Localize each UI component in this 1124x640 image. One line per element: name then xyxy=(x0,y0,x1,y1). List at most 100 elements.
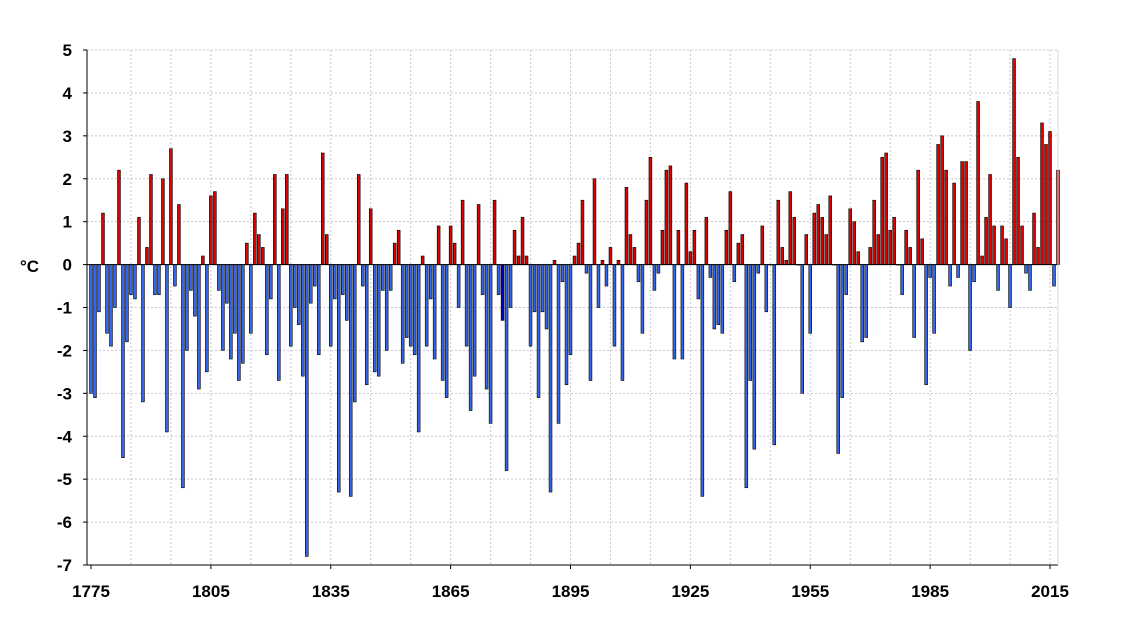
bar-1806 xyxy=(213,191,217,265)
bar-1916 xyxy=(652,264,657,291)
bar-1992 xyxy=(956,264,960,278)
bar-1934 xyxy=(724,229,729,265)
bar-1816 xyxy=(253,212,257,265)
y-tick-label: -7 xyxy=(57,556,72,575)
x-tick-label: 2015 xyxy=(1031,582,1069,601)
bar-1875 xyxy=(488,264,493,424)
bar-1856 xyxy=(412,264,417,356)
bar-1929 xyxy=(704,217,709,265)
bar-1982 xyxy=(916,169,920,265)
bar-1995 xyxy=(968,264,972,351)
bar-1839 xyxy=(344,264,349,321)
y-tick-label: -6 xyxy=(57,513,72,532)
bar-1898 xyxy=(580,199,585,265)
bar-1946 xyxy=(772,264,777,446)
bar-1864 xyxy=(444,264,449,398)
bar-2010 xyxy=(1028,264,1032,291)
y-tick-labels: 5 4 3 2 1 0 -1 -2 -3 -4 -5 -6 -7 xyxy=(57,41,73,575)
bar-1869 xyxy=(464,264,469,347)
bar-1794 xyxy=(165,264,169,433)
bar-1930 xyxy=(708,264,713,278)
bar-1855 xyxy=(408,264,413,347)
bar-1808 xyxy=(221,264,225,351)
bar-1966 xyxy=(852,221,856,265)
bar-1811 xyxy=(233,264,237,334)
bar-1828 xyxy=(301,264,305,377)
bar-1847 xyxy=(376,264,381,377)
y-tick-label: -3 xyxy=(57,384,72,403)
bar-1919 xyxy=(664,169,669,265)
bar-1812 xyxy=(237,264,241,381)
bar-2011 xyxy=(1032,212,1036,265)
x-tick-labels: 1775 1805 1835 1865 1895 1925 1955 1985 2015 xyxy=(72,582,1069,601)
bar-1787 xyxy=(137,217,141,265)
bar-1909 xyxy=(624,187,629,265)
y-axis-label: °C xyxy=(20,257,39,276)
bar-1978 xyxy=(900,264,904,295)
bar-1818 xyxy=(261,247,265,265)
bar-1959 xyxy=(824,234,828,265)
bar-1989 xyxy=(944,169,948,265)
bar-1910 xyxy=(628,234,633,265)
bar-1798 xyxy=(181,264,185,489)
bar-1866 xyxy=(452,242,457,265)
bar-2004 xyxy=(1004,238,1008,265)
bar-1795 xyxy=(169,148,173,265)
bar-1830 xyxy=(309,264,313,304)
bar-1852 xyxy=(396,229,401,265)
bar-1871 xyxy=(472,264,477,377)
bar-1922 xyxy=(676,229,681,265)
bar-1891 xyxy=(552,259,557,265)
bar-1792 xyxy=(157,264,161,295)
x-tick-label: 1775 xyxy=(72,582,110,601)
bar-1876 xyxy=(492,199,497,265)
bar-2001 xyxy=(992,225,996,265)
bar-1972 xyxy=(876,234,880,265)
bar-1810 xyxy=(229,264,233,360)
bar-1867 xyxy=(456,264,461,308)
bar-1822 xyxy=(277,264,281,381)
bar-1985 xyxy=(928,264,932,278)
bar-1827 xyxy=(297,264,301,325)
bar-1928 xyxy=(700,264,705,497)
bar-1870 xyxy=(468,264,473,411)
y-tick-label: 0 xyxy=(63,256,72,275)
bar-1842 xyxy=(356,174,361,265)
bar-1881 xyxy=(512,229,517,265)
bar-1981 xyxy=(912,264,916,338)
bar-1861 xyxy=(432,264,437,360)
bar-1926 xyxy=(692,229,697,265)
bar-1967 xyxy=(856,251,860,265)
bar-1941 xyxy=(752,264,757,450)
bar-1974 xyxy=(884,152,888,265)
bar-1980 xyxy=(908,247,912,265)
x-tick-label: 1985 xyxy=(911,582,949,601)
bar-1796 xyxy=(173,264,177,287)
bar-1777 xyxy=(97,264,101,313)
bar-1913 xyxy=(640,264,645,334)
bar-2002 xyxy=(996,264,1000,291)
bar-1948 xyxy=(780,247,785,265)
bar-1953 xyxy=(800,264,805,394)
bar-2003 xyxy=(1000,225,1004,265)
bar-1785 xyxy=(129,264,133,295)
bar-1956 xyxy=(812,212,816,265)
bar-1963 xyxy=(840,264,844,398)
bar-1912 xyxy=(636,264,641,283)
bar-1925 xyxy=(688,251,693,265)
bar-1885 xyxy=(528,264,533,347)
bar-1805 xyxy=(209,195,213,265)
bars xyxy=(89,58,1060,557)
bar-1781 xyxy=(113,264,117,308)
bar-1996 xyxy=(972,264,976,283)
bar-1837 xyxy=(336,264,341,493)
bar-1886 xyxy=(532,264,537,313)
bar-1880 xyxy=(508,264,513,308)
bar-1817 xyxy=(257,234,261,265)
bar-1800 xyxy=(189,264,193,291)
bar-1841 xyxy=(352,264,357,403)
bar-1823 xyxy=(281,208,285,265)
bar-1937 xyxy=(736,242,741,265)
y-tick-label: -5 xyxy=(57,470,72,489)
